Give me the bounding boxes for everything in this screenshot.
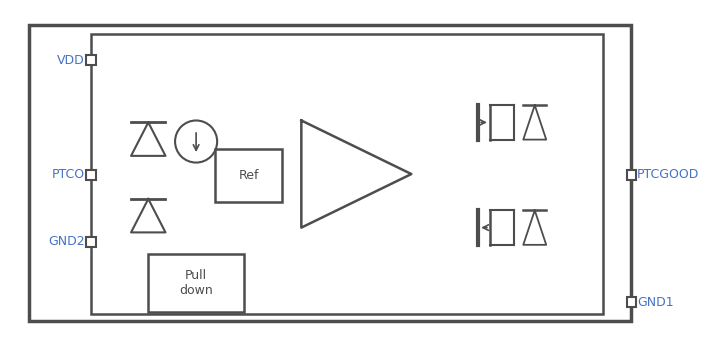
Bar (29, 25, 632, 321)
Text: GND2: GND2 (49, 236, 85, 248)
Bar (91, 34, 603, 314)
Text: Ref: Ref (238, 169, 259, 182)
Text: PTCO: PTCO (52, 168, 85, 182)
Bar (86, 170, 96, 180)
Bar (627, 298, 636, 307)
Text: Pull
down: Pull down (179, 269, 213, 297)
Text: GND1: GND1 (637, 296, 674, 309)
Bar (86, 237, 96, 247)
Bar (86, 55, 96, 65)
Bar (627, 170, 636, 180)
Text: VDD: VDD (57, 54, 85, 67)
Text: PTCGOOD: PTCGOOD (637, 168, 699, 182)
Bar (215, 149, 282, 202)
Bar (148, 254, 244, 312)
